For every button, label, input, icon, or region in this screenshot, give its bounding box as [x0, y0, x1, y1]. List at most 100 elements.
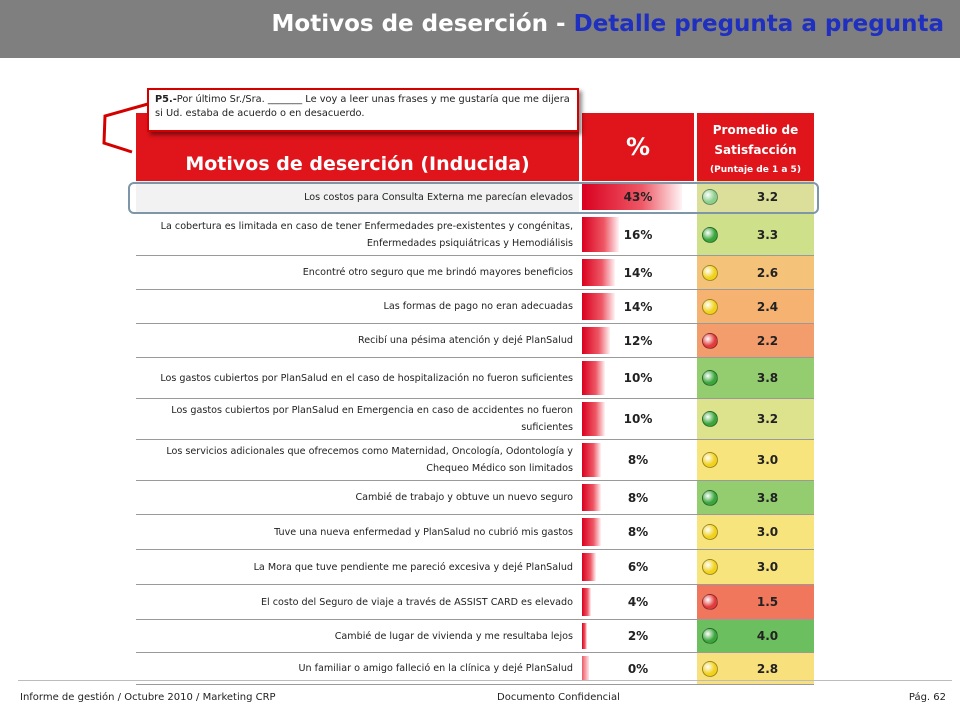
pct-cell: 6%	[582, 550, 694, 584]
yellow-circle-icon	[702, 524, 718, 540]
callout-code: P5.-	[155, 94, 177, 105]
avg-value: 3.8	[756, 371, 779, 385]
reason-label: Encontré otro seguro que me brindó mayor…	[302, 267, 573, 278]
pct-value: 8%	[627, 490, 649, 505]
green-circle-icon	[702, 489, 718, 506]
pct-bar	[582, 293, 615, 320]
pct-cell: 8%	[582, 440, 694, 480]
table-row: El costo del Seguro de viaje a través de…	[136, 585, 814, 620]
table-row: Un familiar o amigo falleció en la clíni…	[136, 653, 814, 685]
pct-value: 2%	[627, 629, 649, 643]
avg-cell: 2.8	[697, 653, 814, 684]
callout-bracket-icon	[102, 102, 149, 154]
red-circle-icon	[702, 594, 718, 610]
table-row: Los gastos cubiertos por PlanSalud en el…	[136, 358, 814, 399]
green-circle-icon	[702, 226, 718, 243]
pct-value: 43%	[623, 190, 653, 204]
header-label: Motivos de deserción (Inducida)	[185, 153, 530, 175]
pct-cell: 14%	[582, 256, 694, 289]
avg-value: 3.0	[756, 525, 779, 539]
table-row: Encontré otro seguro que me brindó mayor…	[136, 256, 814, 290]
pct-bar	[582, 327, 610, 354]
avg-cell: 3.0	[697, 515, 814, 549]
green-circle-icon	[702, 370, 718, 386]
table-row: Los costos para Consulta Externa me pare…	[136, 181, 814, 214]
footer-left: Informe de gestión / Octubre 2010 / Mark…	[20, 692, 276, 703]
pct-cell: 8%	[582, 515, 694, 549]
pct-bar	[582, 361, 605, 395]
pct-cell: 14%	[582, 290, 694, 323]
highlight-frame	[128, 182, 819, 214]
reason-label: Cambié de lugar de vivienda y me resulta…	[334, 630, 573, 642]
pct-value: 12%	[623, 333, 653, 348]
yellow-circle-icon	[702, 264, 718, 281]
pct-value: 8%	[627, 525, 649, 539]
avg-value: 3.3	[756, 227, 779, 242]
table-row: Tuve una nueva enfermedad y PlanSalud no…	[136, 515, 814, 550]
reason-label: Los gastos cubiertos por PlanSalud en el…	[160, 372, 573, 384]
avg-cell: 3.0	[697, 550, 814, 584]
yellow-circle-icon	[702, 452, 718, 468]
table-row: La Mora que tuve pendiente me pareció ex…	[136, 550, 814, 585]
avg-cell: 1.5	[697, 585, 814, 619]
yellow-circle-icon	[702, 298, 718, 315]
avg-cell: 2.2	[697, 324, 814, 357]
title-subtitle: Detalle pregunta a pregunta	[573, 11, 944, 37]
table-row: Cambié de trabajo y obtuve un nuevo segu…	[136, 481, 814, 515]
title-bar: Motivos de deserción - Detalle pregunta …	[0, 0, 960, 58]
pct-cell: 8%	[582, 481, 694, 514]
reason-label: El costo del Seguro de viaje a través de…	[260, 596, 573, 608]
pct-bar	[582, 588, 591, 616]
avg-value: 3.2	[756, 412, 779, 426]
pct-bar	[582, 184, 682, 210]
table-row: Recibí una pésima atención y dejé PlanSa…	[136, 324, 814, 358]
footer-middle: Documento Confidencial	[497, 692, 620, 703]
pct-cell: 43%	[582, 181, 694, 213]
avg-value: 3.0	[756, 453, 779, 467]
question-callout: P5.-Por último Sr./Sra. _______ Le voy a…	[147, 88, 579, 132]
avg-value: 2.4	[756, 299, 779, 314]
avg-value: 4.0	[756, 629, 779, 643]
pct-cell: 16%	[582, 214, 694, 255]
table-row: Los servicios adicionales que ofrecemos …	[136, 440, 814, 481]
avg-value: 1.5	[756, 595, 779, 609]
pct-bar	[582, 402, 605, 436]
pct-bar	[582, 484, 601, 511]
avg-cell: 4.0	[697, 620, 814, 652]
pct-cell: 2%	[582, 620, 694, 652]
red-circle-icon	[702, 332, 718, 349]
avg-cell: 3.3	[697, 214, 814, 255]
pct-value: 14%	[623, 265, 653, 280]
green-circle-icon	[702, 411, 718, 427]
reason-label: Los costos para Consulta Externa me pare…	[136, 181, 579, 213]
header-avg-cell: Promedio de Satisfacción (Puntaje de 1 a…	[697, 113, 814, 181]
yellow-circle-icon	[702, 559, 718, 575]
table-row: Las formas de pago no eran adecuadas 14% 2…	[136, 290, 814, 324]
pct-cell: 0%	[582, 653, 694, 684]
callout-text: Por último Sr./Sra. _______ Le voy a lee…	[155, 94, 570, 119]
footer-page-number: Pág. 62	[908, 692, 946, 703]
yellow-circle-icon	[702, 660, 718, 677]
avg-cell: 3.2	[697, 399, 814, 439]
pct-value: 14%	[623, 299, 653, 314]
avg-cell: 3.0	[697, 440, 814, 480]
pct-bar	[582, 518, 601, 546]
footer-divider	[18, 680, 952, 681]
pct-cell: 4%	[582, 585, 694, 619]
avg-value: 3.8	[756, 490, 779, 505]
pct-cell: 10%	[582, 358, 694, 398]
table-body: Los costos para Consulta Externa me pare…	[136, 181, 814, 685]
pct-value: 16%	[623, 227, 653, 242]
avg-value: 3.2	[756, 190, 779, 204]
pct-value: 6%	[627, 560, 649, 574]
pct-bar	[582, 259, 615, 286]
header-avg-scale: (Puntaje de 1 a 5)	[710, 165, 801, 175]
reason-label: Los gastos cubiertos por PlanSalud en Em…	[171, 405, 573, 433]
pct-bar	[582, 553, 596, 581]
avg-cell: 2.4	[697, 290, 814, 323]
reason-label: Los servicios adicionales que ofrecemos …	[166, 446, 573, 474]
page-title: Motivos de deserción - Detalle pregunta …	[272, 11, 944, 37]
pct-value: 10%	[623, 412, 653, 426]
avg-value: 2.8	[756, 661, 779, 676]
title-separator: -	[548, 11, 574, 37]
